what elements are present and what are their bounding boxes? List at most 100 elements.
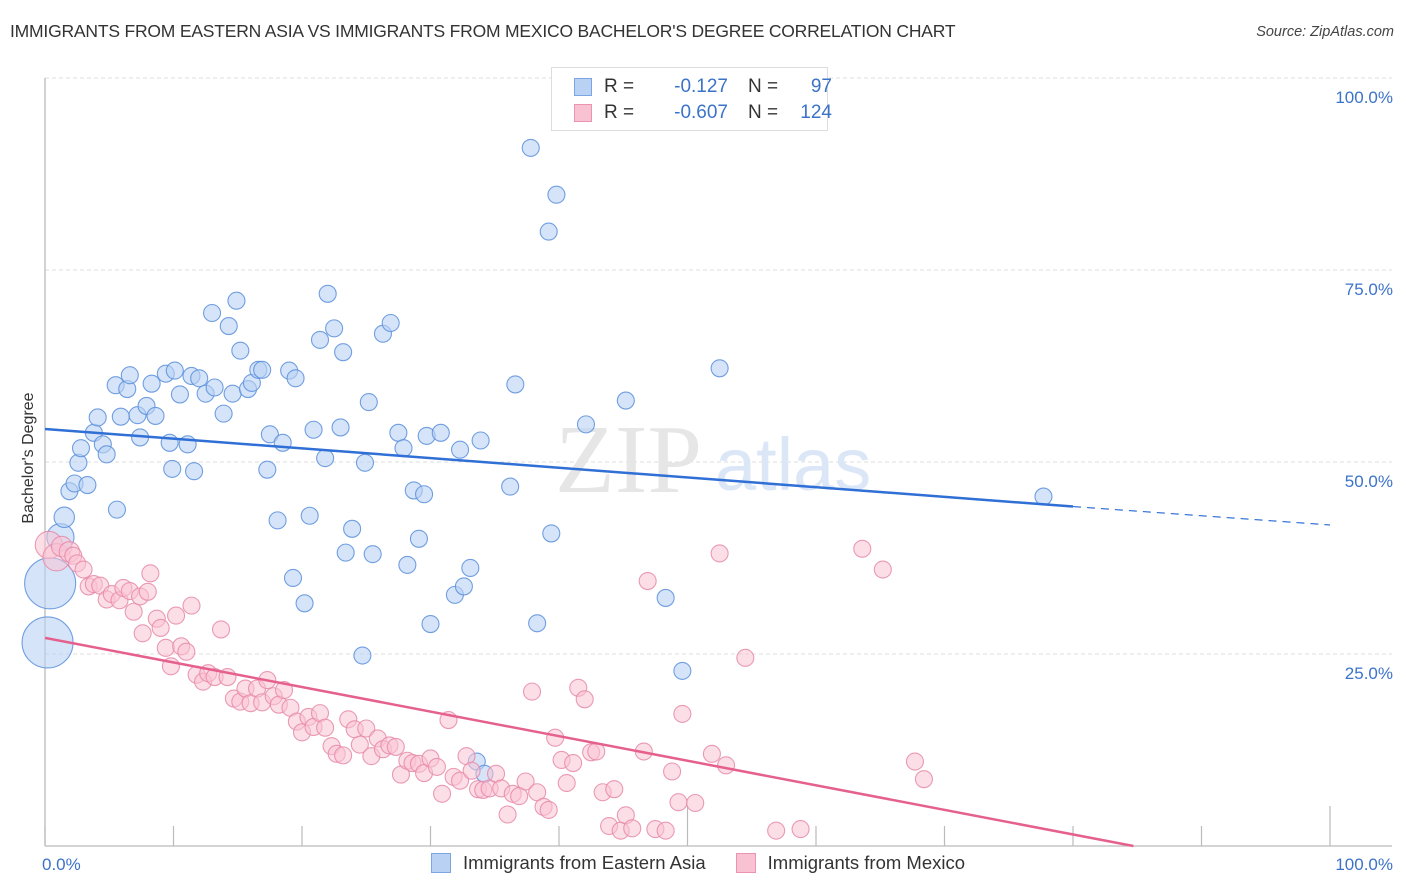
legend-label: Immigrants from Mexico (767, 852, 966, 873)
data-point (686, 793, 705, 813)
data-point (710, 359, 729, 378)
legend-item-mexico[interactable]: Immigrants from Mexico (735, 852, 966, 874)
data-point (316, 718, 335, 737)
r-label: R = (604, 102, 635, 123)
data-point (316, 449, 335, 468)
data-point (673, 661, 692, 680)
source-label: Source: ZipAtlas.com (1256, 24, 1394, 40)
data-point (274, 681, 294, 700)
n-label: N = (748, 76, 779, 97)
data-point (355, 453, 375, 472)
data-point (182, 596, 201, 615)
data-point (539, 800, 558, 819)
data-point (389, 423, 408, 442)
data-point (767, 821, 786, 840)
data-point (350, 735, 369, 754)
data-point (318, 284, 337, 303)
data-point (258, 460, 277, 479)
data-point (205, 378, 224, 397)
data-point (219, 317, 238, 336)
data-point (273, 433, 292, 452)
data-point (663, 762, 682, 781)
data-point (295, 594, 314, 613)
data-point (211, 620, 231, 639)
r-value: -0.127 (674, 76, 728, 97)
data-point (454, 577, 473, 596)
data-point (673, 704, 692, 723)
mexico-swatch (574, 104, 592, 122)
data-point (415, 485, 434, 504)
x-tick-label: 100.0% (1335, 855, 1393, 874)
data-point (163, 459, 182, 478)
eastern-asia-swatch (431, 853, 451, 873)
data-point (1034, 487, 1053, 506)
data-point (203, 303, 222, 323)
data-point (451, 440, 470, 459)
data-point (539, 222, 558, 241)
watermark-atlas: atlas (715, 423, 871, 506)
data-point (151, 618, 170, 637)
trend-line-eastern-asia-extension (1072, 505, 1331, 526)
data-point (501, 477, 520, 496)
y-tick-label: 100.0% (1335, 88, 1393, 107)
data-point (71, 439, 91, 458)
axis-labels: 25.0% 50.0% 75.0% 100.0% 0.0% 100.0% (42, 88, 1393, 874)
data-point (575, 690, 594, 709)
data-point (227, 291, 246, 310)
data-point (231, 341, 250, 360)
data-point (167, 606, 186, 625)
data-point (461, 558, 480, 578)
data-point (214, 404, 233, 423)
data-point (616, 391, 635, 410)
data-point (398, 555, 417, 574)
data-point (623, 819, 642, 838)
data-point (177, 642, 196, 661)
data-point (638, 571, 657, 591)
data-point (506, 375, 525, 394)
trend-line-mexico (44, 636, 1134, 848)
n-value: 97 (810, 76, 832, 97)
data-point (381, 313, 400, 333)
data-point (498, 805, 517, 824)
data-point (431, 423, 450, 442)
data-point (165, 361, 184, 380)
legend-label: Immigrants from Eastern Asia (463, 852, 706, 873)
data-point (914, 770, 933, 789)
n-label: N = (748, 102, 779, 123)
data-point (386, 737, 405, 756)
data-point (353, 646, 372, 665)
data-point (873, 560, 892, 579)
data-point (111, 407, 130, 426)
data-point (88, 408, 107, 427)
data-point (564, 754, 583, 773)
series-mexico-points (34, 530, 933, 840)
data-point (124, 602, 143, 621)
data-point (669, 793, 688, 812)
data-point (853, 539, 872, 558)
data-point (156, 638, 175, 657)
data-point (409, 529, 428, 548)
data-point (146, 406, 165, 425)
data-point (542, 524, 561, 543)
data-point (74, 560, 93, 579)
data-point (528, 614, 547, 633)
x-tick-label: 0.0% (42, 855, 81, 874)
data-point (394, 439, 413, 458)
data-point (905, 752, 924, 771)
data-point (260, 425, 279, 444)
data-point (334, 746, 353, 765)
y-tick-label: 50.0% (1345, 472, 1393, 491)
data-point (325, 319, 344, 338)
data-point (421, 614, 440, 634)
data-point (170, 385, 189, 404)
data-point (521, 138, 540, 157)
data-point (78, 475, 97, 495)
legend-item-eastern-asia[interactable]: Immigrants from Eastern Asia (431, 852, 706, 874)
trend-line-eastern-asia (44, 427, 1074, 508)
data-point (547, 185, 566, 204)
data-point (133, 624, 152, 643)
data-point (522, 682, 542, 701)
data-point (702, 744, 721, 763)
data-point (334, 343, 353, 362)
